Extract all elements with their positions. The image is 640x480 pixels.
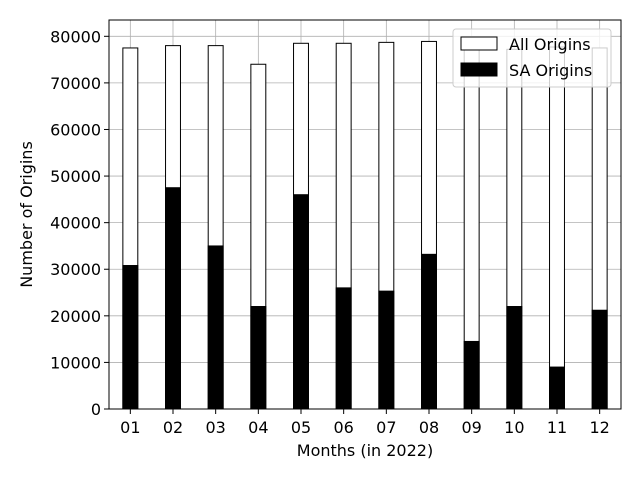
x-tick-label: 11 — [547, 418, 567, 437]
y-tick-label: 50000 — [50, 167, 101, 186]
y-tick-label: 20000 — [50, 307, 101, 326]
x-tick-label: 03 — [205, 418, 225, 437]
legend: All Origins SA Origins — [452, 28, 612, 88]
sa-origins-bars — [122, 187, 608, 410]
y-tick-label: 30000 — [50, 260, 101, 279]
x-tick-label: 08 — [419, 418, 439, 437]
sa-origins-bar-10 — [506, 306, 523, 410]
x-tick-label: 04 — [248, 418, 268, 437]
x-tick-label: 09 — [461, 418, 481, 437]
plot-area-frame — [108, 19, 622, 410]
x-axis-label: Months (in 2022) — [297, 441, 433, 460]
y-tick-label: 80000 — [50, 27, 101, 46]
sa-origins-bar-01 — [122, 265, 139, 410]
y-axis-label: Number of Origins — [17, 141, 36, 288]
legend-swatch-sa-origins — [460, 62, 498, 77]
sa-origins-bar-04 — [250, 306, 267, 410]
legend-swatch-all-origins — [460, 36, 498, 51]
x-tick-label: 01 — [120, 418, 140, 437]
x-tick-label: 06 — [333, 418, 353, 437]
y-tick-label: 0 — [91, 400, 101, 419]
sa-origins-bar-02 — [165, 187, 181, 410]
y-axis-ticks: 0 10000 20000 30000 40000 50000 60000 70000 8000… — [50, 27, 109, 419]
y-tick-label: 10000 — [50, 353, 101, 372]
sa-origins-bar-05 — [293, 194, 309, 410]
legend-label-all-origins: All Origins — [509, 35, 591, 54]
sa-origins-bar-07 — [378, 290, 395, 410]
legend-label-sa-origins: SA Origins — [509, 61, 592, 80]
sa-origins-bar-03 — [207, 245, 224, 410]
y-tick-label: 60000 — [50, 120, 101, 139]
all-origins-bar-11 — [549, 46, 565, 410]
y-tick-label: 70000 — [50, 74, 101, 93]
x-tick-label: 05 — [291, 418, 311, 437]
x-tick-label: 12 — [589, 418, 609, 437]
sa-origins-bar-09 — [463, 340, 480, 410]
x-tick-label: 10 — [504, 418, 524, 437]
sa-origins-bar-08 — [421, 253, 437, 410]
x-tick-label: 02 — [163, 418, 183, 437]
y-tick-label: 40000 — [50, 214, 101, 233]
x-tick-label: 07 — [376, 418, 396, 437]
sa-origins-bar-06 — [335, 287, 352, 410]
sa-origins-bar-11 — [549, 366, 565, 410]
x-axis-ticks: 01 02 03 04 05 06 07 08 09 10 11 12 — [120, 409, 610, 437]
sa-origins-bar-12 — [591, 309, 608, 410]
